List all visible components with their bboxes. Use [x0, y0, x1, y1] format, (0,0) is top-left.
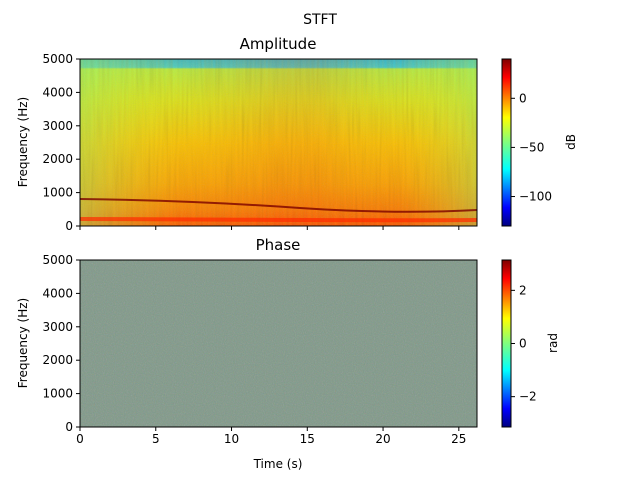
amplitude-y-tick-label: 5000: [42, 52, 73, 66]
phase-x-tick-label: 25: [451, 432, 466, 446]
phase-ylabel: Frequency (Hz): [16, 298, 30, 389]
amplitude-x-ticks: [79, 226, 460, 230]
phase-y-tick-label: 1000: [42, 387, 73, 401]
phase-x-tick-label: 5: [152, 432, 160, 446]
amplitude-y-tick-label: 2000: [42, 152, 73, 166]
amplitude-ylabel: Frequency (Hz): [16, 97, 30, 188]
phase-colorbar: [501, 259, 512, 428]
phase-x-ticks: 0 5 10 15 20 25: [76, 427, 466, 446]
amplitude-colorbar-ticks: 0 −50 −100: [511, 91, 552, 204]
amplitude-partial: [80, 198, 477, 213]
phase-colorbar-ticks: 2 0 −2: [511, 283, 537, 404]
phase-x-tick-label: 20: [375, 432, 390, 446]
phase-x-tick-label: 15: [300, 432, 315, 446]
phase-y-tick-label: 5000: [42, 253, 73, 267]
amplitude-colorbar-tick-label: 0: [519, 91, 527, 105]
figure-suptitle: STFT: [303, 12, 337, 28]
phase-title: Phase: [256, 236, 301, 254]
phase-xlabel: Time (s): [253, 457, 303, 471]
amplitude-y-tick-label: 4000: [42, 85, 73, 99]
phase-x-tick-label: 0: [76, 432, 84, 446]
amplitude-title: Amplitude: [240, 35, 317, 53]
phase-x-tick-label: 10: [224, 432, 239, 446]
phase-colorbar-label: rad: [546, 333, 560, 353]
phase-colorbar-tick-label: 2: [519, 283, 527, 297]
phase-heatmap: [80, 260, 477, 427]
amplitude-colorbar-tick-label: −100: [519, 190, 552, 204]
amplitude-colorbar-label: dB: [564, 134, 578, 150]
amplitude-heatmap: [80, 59, 477, 226]
amplitude-colorbar-tick-label: −50: [519, 140, 544, 154]
amplitude-y-tick-label: 0: [65, 219, 73, 233]
amplitude-y-tick-label: 3000: [42, 119, 73, 133]
amplitude-axes-frame: [79, 58, 478, 227]
phase-y-tick-label: 2000: [42, 353, 73, 367]
phase-axes-frame: [79, 259, 478, 428]
amplitude-colorbar: [501, 58, 512, 227]
amplitude-y-ticks: 0 1000 2000 3000 4000 5000: [42, 52, 80, 233]
phase-y-tick-label: 3000: [42, 320, 73, 334]
phase-colorbar-tick-label: −2: [519, 390, 537, 404]
phase-y-ticks: 0 1000 2000 3000 4000 5000: [42, 253, 80, 434]
amplitude-y-tick-label: 1000: [42, 186, 73, 200]
phase-y-tick-label: 4000: [42, 286, 73, 300]
phase-colorbar-tick-label: 0: [519, 337, 527, 351]
phase-y-tick-label: 0: [65, 420, 73, 434]
